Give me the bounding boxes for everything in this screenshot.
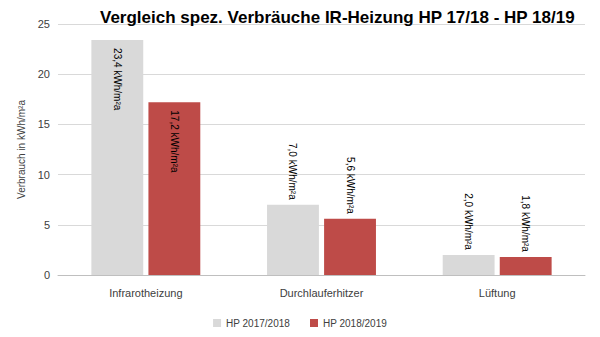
svg-text:Durchlauferhitzer: Durchlauferhitzer [280,287,364,299]
svg-text:7,0 kWh/m²a: 7,0 kWh/m²a [287,143,298,200]
svg-text:Infrarotheizung: Infrarotheizung [109,287,182,299]
svg-text:25: 25 [38,18,50,30]
svg-text:Verbrauch in kWh/m²a: Verbrauch in kWh/m²a [16,100,27,199]
svg-text:17,2 kWh/m²a: 17,2 kWh/m²a [169,110,180,173]
svg-text:20: 20 [38,68,50,80]
svg-text:0: 0 [44,269,50,281]
svg-text:Vergleich spez. Verbräuche IR-: Vergleich spez. Verbräuche IR-Heizung HP… [100,8,575,27]
svg-text:5,6 kWh/m²a: 5,6 kWh/m²a [345,157,356,214]
svg-text:10: 10 [38,169,50,181]
svg-text:23,4 kWh/m²a: 23,4 kWh/m²a [112,48,123,111]
svg-text:15: 15 [38,118,50,130]
svg-text:HP 2017/2018: HP 2017/2018 [226,318,290,329]
svg-text:HP 2018/2019: HP 2018/2019 [323,318,387,329]
svg-text:Lüftung: Lüftung [479,287,516,299]
svg-text:5: 5 [44,219,50,231]
svg-text:1,8 kWh/m²a: 1,8 kWh/m²a [520,195,531,252]
svg-text:2,0 kWh/m²a: 2,0 kWh/m²a [463,193,474,250]
